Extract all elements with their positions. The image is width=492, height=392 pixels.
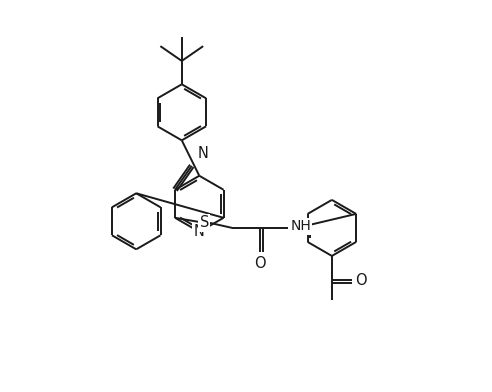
Text: N: N (194, 224, 205, 239)
Text: O: O (254, 256, 266, 271)
Text: S: S (200, 215, 209, 230)
Text: N: N (198, 146, 209, 161)
Text: O: O (355, 272, 367, 288)
Text: NH: NH (290, 220, 311, 233)
